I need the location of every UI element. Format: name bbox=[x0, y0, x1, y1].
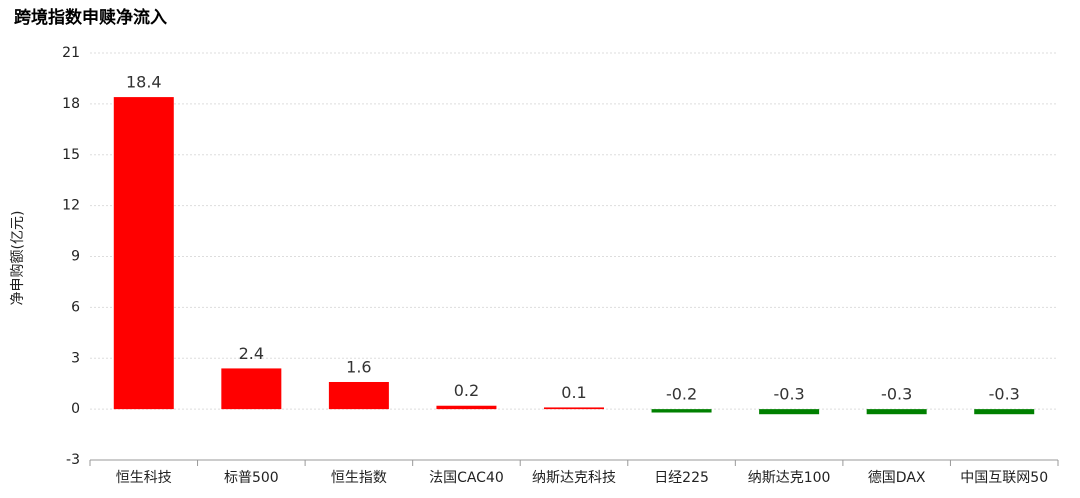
x-tick-label: 中国互联网50 bbox=[960, 470, 1048, 486]
bar bbox=[436, 405, 497, 410]
x-tick-label: 恒生指数 bbox=[331, 470, 387, 486]
value-label: 0.2 bbox=[454, 381, 479, 400]
bar bbox=[328, 381, 389, 410]
y-tick-label: 0 bbox=[71, 401, 80, 417]
value-label: 1.6 bbox=[346, 357, 371, 376]
value-label: 18.4 bbox=[126, 73, 162, 92]
x-tick-label: 标普500 bbox=[224, 470, 279, 486]
x-tick-label: 纳斯达克科技 bbox=[532, 470, 616, 486]
y-tick-label: 6 bbox=[71, 299, 80, 315]
bar bbox=[974, 409, 1035, 415]
value-label: -0.3 bbox=[774, 385, 805, 404]
bar bbox=[221, 368, 282, 410]
bar bbox=[759, 409, 820, 415]
y-tick-label: 9 bbox=[71, 249, 80, 265]
value-label: -0.3 bbox=[881, 385, 912, 404]
y-tick-label: 3 bbox=[71, 350, 80, 366]
value-label: -0.3 bbox=[989, 385, 1020, 404]
x-tick-label: 恒生科技 bbox=[116, 470, 172, 486]
x-tick-label: 日经225 bbox=[654, 470, 709, 486]
value-label: -0.2 bbox=[666, 385, 697, 404]
y-tick-label: -3 bbox=[66, 452, 80, 468]
x-tick-label: 法国CAC40 bbox=[429, 470, 504, 486]
bar bbox=[866, 409, 927, 415]
value-label: 0.1 bbox=[561, 383, 586, 402]
value-label: 2.4 bbox=[239, 344, 264, 363]
x-tick-label: 纳斯达克100 bbox=[748, 470, 831, 486]
chart-title: 跨境指数申赎净流入 bbox=[14, 7, 167, 28]
x-tick-label: 德国DAX bbox=[868, 470, 926, 486]
bar bbox=[651, 409, 712, 413]
bar bbox=[544, 407, 604, 410]
y-tick-label: 12 bbox=[62, 198, 80, 214]
bar bbox=[113, 97, 174, 410]
y-tick-label: 18 bbox=[62, 96, 80, 112]
y-axis-label: 净申购额(亿元) bbox=[10, 211, 26, 306]
y-tick-label: 15 bbox=[62, 147, 80, 163]
y-tick-label: 21 bbox=[62, 45, 80, 61]
